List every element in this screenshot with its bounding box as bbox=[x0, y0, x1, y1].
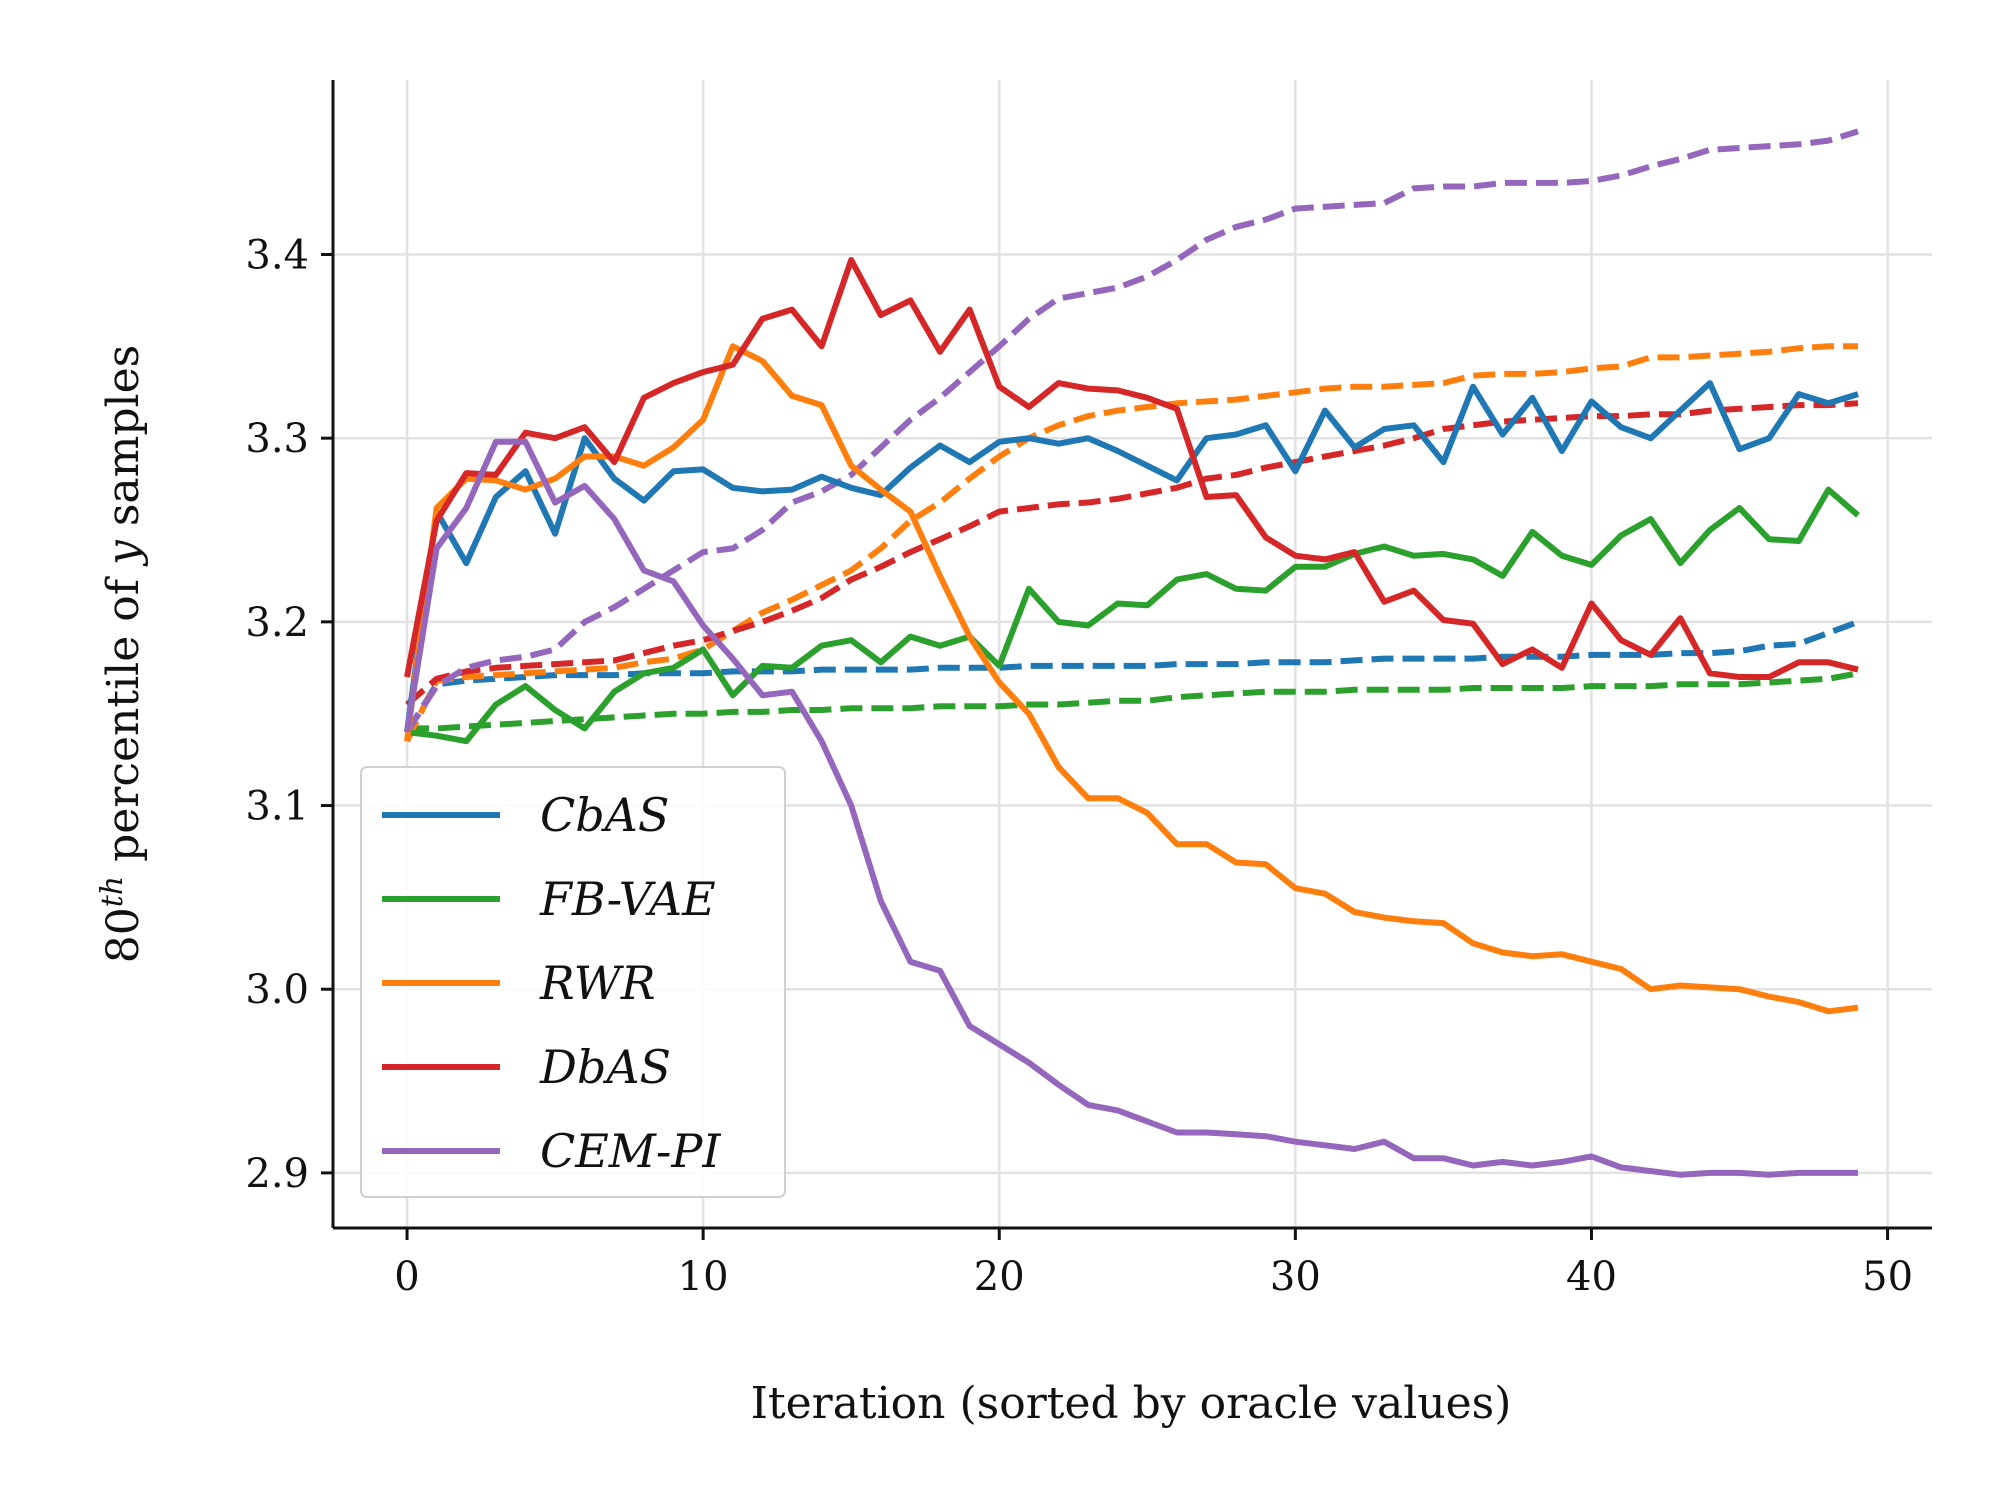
y-tick-label: 3.3 bbox=[245, 416, 309, 462]
x-tick-label: 30 bbox=[1270, 1254, 1321, 1300]
y-tick-label: 3.1 bbox=[245, 784, 309, 830]
legend-label-fb-vae: FB-VAE bbox=[539, 872, 716, 926]
x-tick-label: 10 bbox=[678, 1254, 729, 1300]
axes bbox=[331, 80, 1932, 1230]
y-tick-label: 3.2 bbox=[245, 600, 309, 646]
x-axis-label: Iteration (sorted by oracle values) bbox=[751, 1378, 1512, 1429]
y-axis-label-var: y bbox=[98, 539, 149, 567]
y-axis-label-end: samples bbox=[98, 345, 149, 540]
series-dbas-mean-line bbox=[404, 257, 1859, 680]
x-tick-label: 20 bbox=[974, 1254, 1025, 1300]
series-cem-pi-max-line bbox=[404, 128, 1859, 734]
x-tick-label: 0 bbox=[394, 1254, 419, 1300]
legend: CbAS FB-VAE RWR DbAS CEM-PI bbox=[360, 766, 786, 1198]
series-dbas-max-line bbox=[405, 400, 1859, 707]
series-rwr-max-line bbox=[404, 343, 1858, 743]
legend-label-cbas: CbAS bbox=[540, 788, 669, 842]
legend-label-dbas: DbAS bbox=[539, 1040, 671, 1094]
y-axis-label-sup: th bbox=[95, 876, 130, 907]
y-axis-label-main: 80 bbox=[98, 907, 149, 963]
legend-box bbox=[360, 766, 786, 1198]
y-axis-label: 80th percentile of y samples bbox=[95, 345, 149, 964]
y-tick-label: 2.9 bbox=[245, 1151, 309, 1197]
y-tick-label: 3.0 bbox=[245, 967, 309, 1013]
ticks: 0 10 20 30 40 50 2.9 3.0 3.1 3.2 3.3 3.4 bbox=[245, 232, 1913, 1300]
series-layer bbox=[404, 128, 1860, 1178]
x-tick-label: 50 bbox=[1862, 1254, 1913, 1300]
series-cem-pi-mean-line bbox=[404, 438, 1858, 1178]
series-rwr-mean-line bbox=[404, 343, 1859, 1015]
x-tick-label: 40 bbox=[1566, 1254, 1617, 1300]
series-fb-vae-mean-line bbox=[406, 486, 1860, 745]
series-fb-vae-max-line bbox=[407, 670, 1859, 732]
legend-label-rwr: RWR bbox=[539, 956, 656, 1010]
y-axis-label-rest: percentile of bbox=[98, 565, 149, 876]
legend-label-cem-pi: CEM-PI bbox=[540, 1124, 721, 1178]
y-tick-label: 3.4 bbox=[245, 232, 309, 278]
series-cbas-mean-line bbox=[404, 380, 1859, 733]
